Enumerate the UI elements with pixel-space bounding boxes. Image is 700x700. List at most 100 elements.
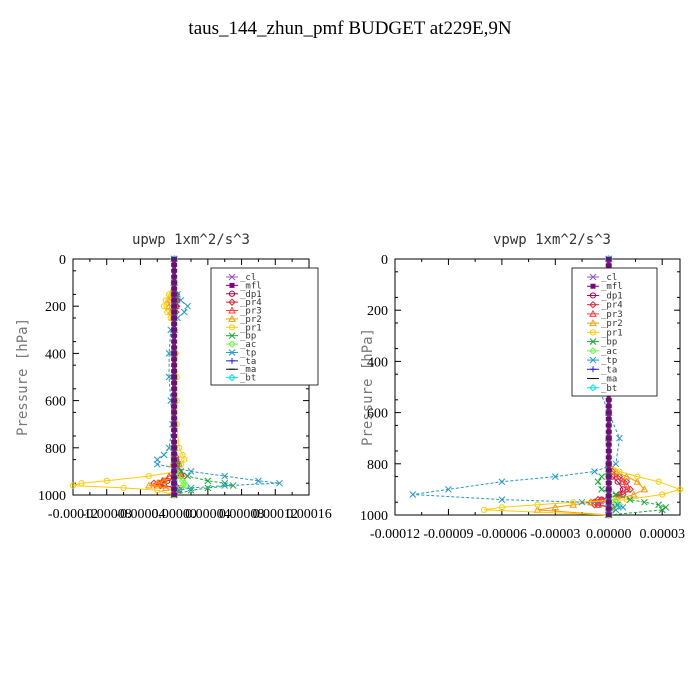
data-point bbox=[619, 477, 627, 485]
data-point bbox=[445, 486, 452, 493]
legend-label: _pr1 bbox=[240, 323, 262, 333]
data-point bbox=[626, 496, 634, 503]
legend-marker bbox=[589, 338, 597, 345]
x-tick-label: 0.00004 bbox=[185, 507, 231, 522]
data-point bbox=[180, 308, 188, 316]
data-point bbox=[165, 472, 173, 480]
legend-label: _ac bbox=[601, 347, 617, 357]
zero-line-marker bbox=[171, 345, 178, 350]
legend-label: _tp bbox=[240, 348, 256, 358]
data-point bbox=[145, 473, 152, 480]
zero-line-marker bbox=[605, 455, 612, 460]
data-point bbox=[622, 485, 631, 493]
legend-marker bbox=[589, 273, 597, 281]
data-point bbox=[619, 503, 627, 511]
legend-label: _ta bbox=[240, 357, 256, 367]
data-point bbox=[615, 490, 624, 498]
zero-line-marker bbox=[171, 445, 178, 450]
y-tick-label: 0 bbox=[59, 253, 66, 268]
data-point bbox=[622, 472, 631, 480]
data-point bbox=[165, 302, 173, 310]
data-point bbox=[165, 373, 173, 381]
x-tick-label: 0.00003 bbox=[639, 527, 685, 542]
data-point bbox=[551, 473, 559, 480]
zero-line-marker bbox=[171, 398, 178, 403]
data-point bbox=[612, 467, 620, 475]
x-tick-label: -0.00004 bbox=[115, 507, 165, 522]
zero-line-marker bbox=[171, 327, 178, 332]
legend-marker bbox=[589, 292, 597, 299]
zero-line-marker bbox=[605, 397, 612, 402]
zero-line-marker bbox=[171, 304, 178, 309]
data-point bbox=[162, 297, 169, 304]
zero-line-marker bbox=[605, 468, 612, 473]
x-tick-label: -0.00012 bbox=[48, 507, 98, 522]
data-point bbox=[570, 499, 577, 506]
data-point bbox=[153, 456, 161, 463]
legend-marker bbox=[228, 273, 236, 281]
data-point bbox=[221, 472, 229, 480]
x-tick-label: 0.00000 bbox=[151, 507, 197, 522]
data-point bbox=[616, 468, 623, 475]
data-point bbox=[103, 477, 110, 484]
data-point bbox=[612, 506, 620, 514]
zero-line-marker bbox=[605, 417, 612, 421]
data-point bbox=[255, 477, 262, 485]
zero-line-marker bbox=[605, 481, 612, 485]
x-tick-label: 0.00016 bbox=[286, 507, 332, 522]
zero-line-marker bbox=[605, 487, 612, 492]
legend-label: _ma bbox=[601, 375, 617, 385]
zero-line-marker bbox=[605, 493, 612, 498]
legend: _cl_mfl_dp1_pr4_pr3_pr2_pr1_bp_ac_tp_ta_… bbox=[210, 267, 319, 386]
data-point bbox=[655, 478, 662, 485]
zero-line-marker bbox=[605, 429, 612, 434]
x-tick-label: 0.00012 bbox=[253, 507, 299, 522]
legend-marker bbox=[589, 347, 597, 355]
data-point bbox=[177, 461, 184, 468]
data-point bbox=[641, 498, 648, 506]
legend-label: _dp1 bbox=[240, 290, 262, 300]
zero-line-marker bbox=[171, 392, 178, 397]
data-point bbox=[594, 500, 602, 508]
data-point bbox=[161, 483, 170, 491]
data-point bbox=[655, 501, 662, 509]
legend-marker bbox=[590, 366, 596, 373]
legend-marker bbox=[228, 332, 236, 340]
data-point bbox=[177, 484, 185, 492]
data-point bbox=[120, 484, 127, 492]
zero-line-marker bbox=[605, 442, 612, 447]
zero-line-marker bbox=[171, 457, 178, 462]
data-point bbox=[640, 485, 649, 493]
zero-line-marker bbox=[605, 513, 612, 517]
legend-box bbox=[571, 267, 658, 397]
data-point bbox=[662, 503, 670, 511]
page-title: taus_144_zhun_pmf BUDGET at229E,9N bbox=[188, 18, 512, 39]
data-point bbox=[676, 486, 684, 493]
data-point bbox=[184, 472, 191, 480]
zero-line-marker bbox=[605, 461, 612, 466]
y-tick-label: 800 bbox=[367, 458, 388, 473]
zero-line-marker bbox=[605, 257, 612, 261]
zero-line-marker bbox=[171, 280, 178, 285]
zero-line-marker bbox=[171, 351, 178, 356]
legend-marker bbox=[228, 324, 236, 331]
data-point bbox=[153, 460, 161, 468]
data-point bbox=[591, 468, 598, 475]
zero-line-marker bbox=[171, 257, 178, 261]
zero-line-marker bbox=[171, 451, 178, 456]
data-point bbox=[164, 309, 171, 316]
zero-line-marker bbox=[171, 268, 178, 273]
y-tick-label: 1000 bbox=[360, 509, 388, 524]
legend-marker bbox=[589, 356, 597, 364]
panel-title: upwp 1xm^2/s^3 bbox=[132, 232, 250, 248]
data-point bbox=[184, 302, 191, 310]
data-point bbox=[276, 479, 283, 487]
zero-line-marker bbox=[171, 333, 178, 338]
legend-label: _pr2 bbox=[240, 315, 262, 325]
vpwp-panel: vpwp 1xm^2/s^3 Pressure [hPa] 0 200 400 600 80… bbox=[360, 232, 685, 542]
zero-line-marker bbox=[171, 369, 178, 374]
legend-marker bbox=[228, 306, 236, 314]
legend-label: _dp1 bbox=[601, 291, 623, 301]
panel-title: vpwp 1xm^2/s^3 bbox=[493, 232, 611, 248]
